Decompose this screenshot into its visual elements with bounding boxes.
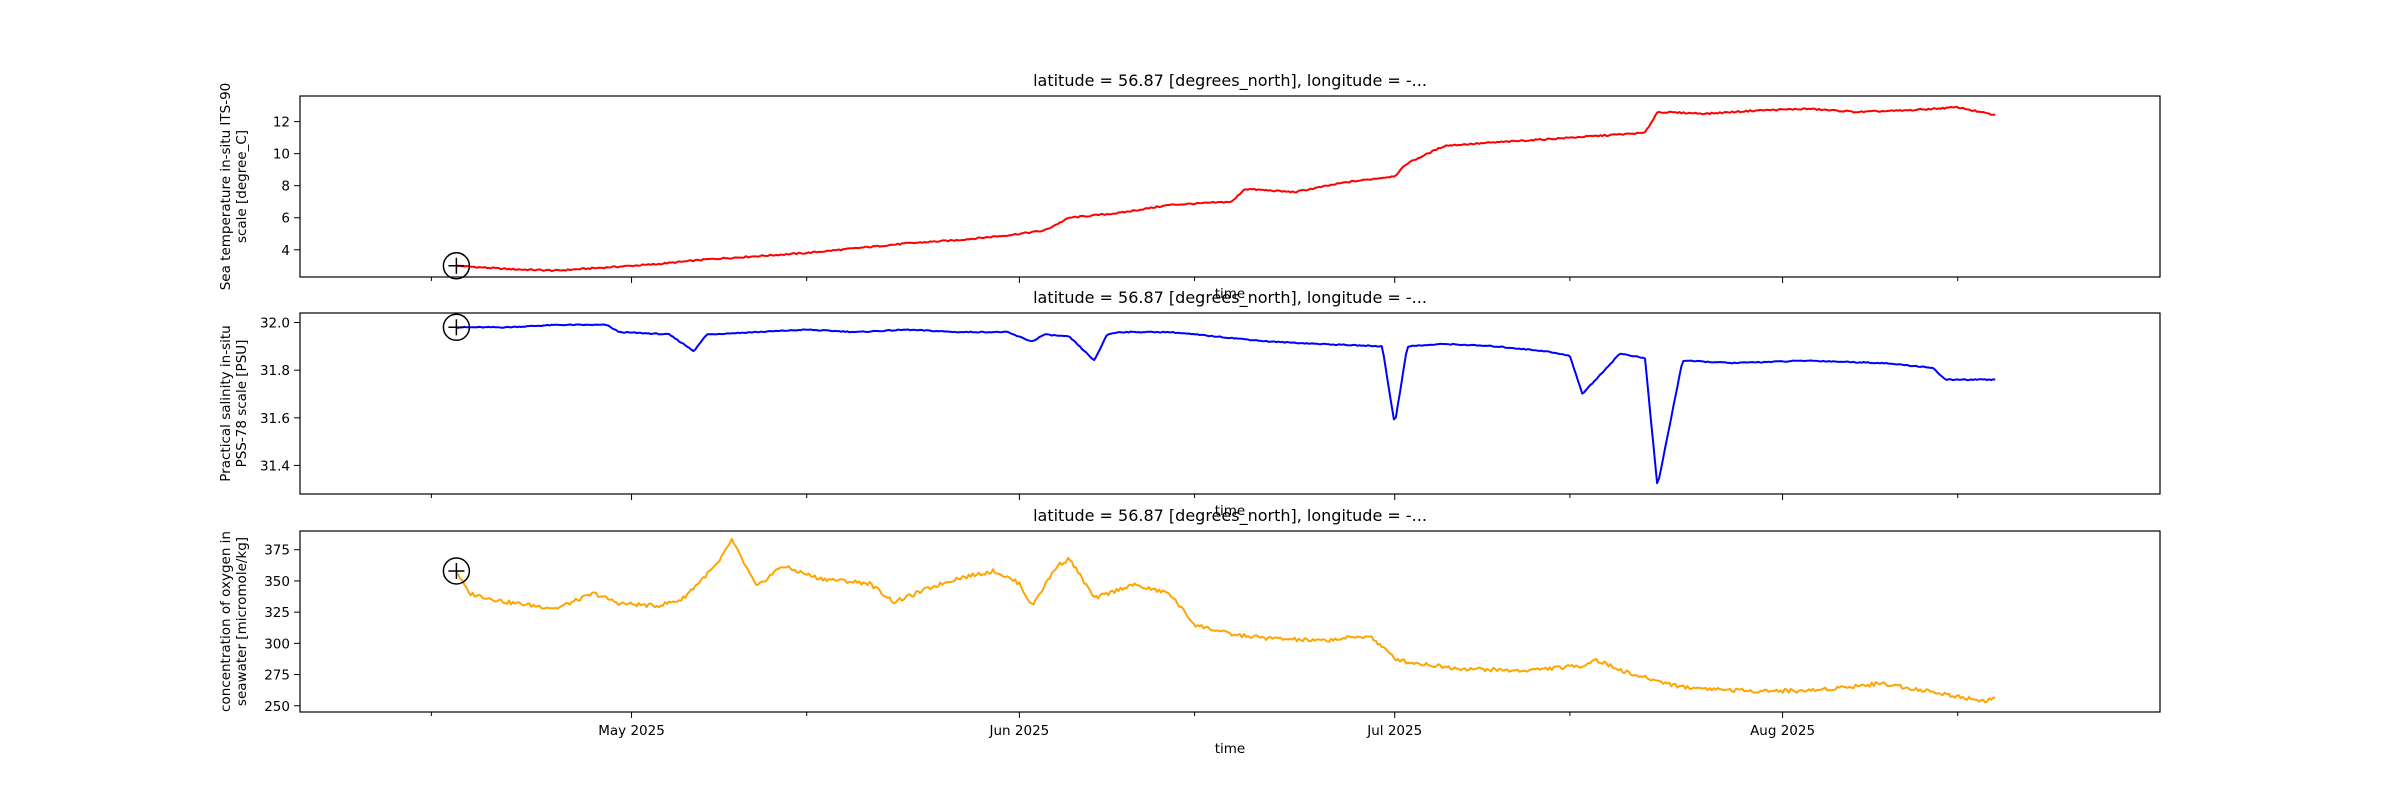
data-series-line (456, 323, 1996, 485)
chart-title: latitude = 56.87 [degrees_north], longit… (1033, 71, 1427, 91)
y-tick-label: 31.4 (260, 458, 290, 474)
y-tick-label: 250 (264, 699, 290, 715)
chart-title: latitude = 56.87 [degrees_north], longit… (1033, 506, 1427, 526)
chart-title: latitude = 56.87 [degrees_north], longit… (1033, 288, 1427, 308)
y-axis-label-line: Practical salinity in-situ (218, 325, 234, 481)
chart-panel-3: latitude = 56.87 [degrees_north], longit… (218, 506, 2161, 757)
x-axis-label: time (1215, 286, 1246, 302)
x-tick-label: Jul 2025 (1366, 723, 1422, 739)
y-tick-label: 275 (264, 668, 290, 684)
x-tick-label: May 2025 (598, 723, 665, 739)
y-tick-label: 6 (281, 211, 290, 227)
y-axis-label: concentration of oxygen inseawater [micr… (218, 531, 250, 712)
axes-frame (299, 95, 2161, 278)
y-axis-label-line: concentration of oxygen in (218, 531, 234, 712)
start-point-marker (442, 252, 471, 280)
start-point-marker (442, 557, 471, 585)
y-tick-label: 31.6 (260, 411, 290, 427)
y-axis-label-line: Sea temperature in-situ ITS-90 (218, 83, 234, 291)
y-tick-label: 300 (264, 636, 290, 652)
y-axis-label-line: PSS-78 scale [PSU] (234, 340, 250, 468)
y-tick-label: 325 (264, 605, 290, 621)
y-axis-label: Sea temperature in-situ ITS-90scale [deg… (218, 83, 250, 291)
y-tick-label: 350 (264, 574, 290, 590)
axes-frame (299, 312, 2161, 495)
y-axis-label: Practical salinity in-situPSS-78 scale [… (218, 325, 250, 481)
y-tick-label: 32.0 (260, 316, 290, 332)
y-tick-label: 4 (281, 243, 290, 259)
data-series-line (456, 105, 1996, 272)
start-point-marker (442, 313, 471, 342)
y-tick-label: 10 (273, 147, 290, 163)
chart-panel-2: latitude = 56.87 [degrees_north], longit… (218, 288, 2161, 519)
y-tick-label: 375 (264, 543, 290, 559)
data-series-line (455, 537, 1996, 704)
y-tick-label: 31.8 (260, 363, 290, 379)
x-axis-label: time (1215, 741, 1246, 757)
y-axis-label-line: seawater [micromole/kg] (234, 537, 250, 706)
y-tick-label: 8 (281, 179, 290, 195)
axes-frame (299, 530, 2161, 713)
x-tick-label: Aug 2025 (1750, 723, 1815, 739)
y-axis-label-line: scale [degree_C] (234, 130, 250, 243)
x-axis-label: time (1215, 503, 1246, 519)
chart-panel-1: latitude = 56.87 [degrees_north], longit… (218, 71, 2161, 302)
x-tick-label: Jun 2025 (989, 723, 1050, 739)
y-tick-label: 12 (273, 115, 290, 131)
